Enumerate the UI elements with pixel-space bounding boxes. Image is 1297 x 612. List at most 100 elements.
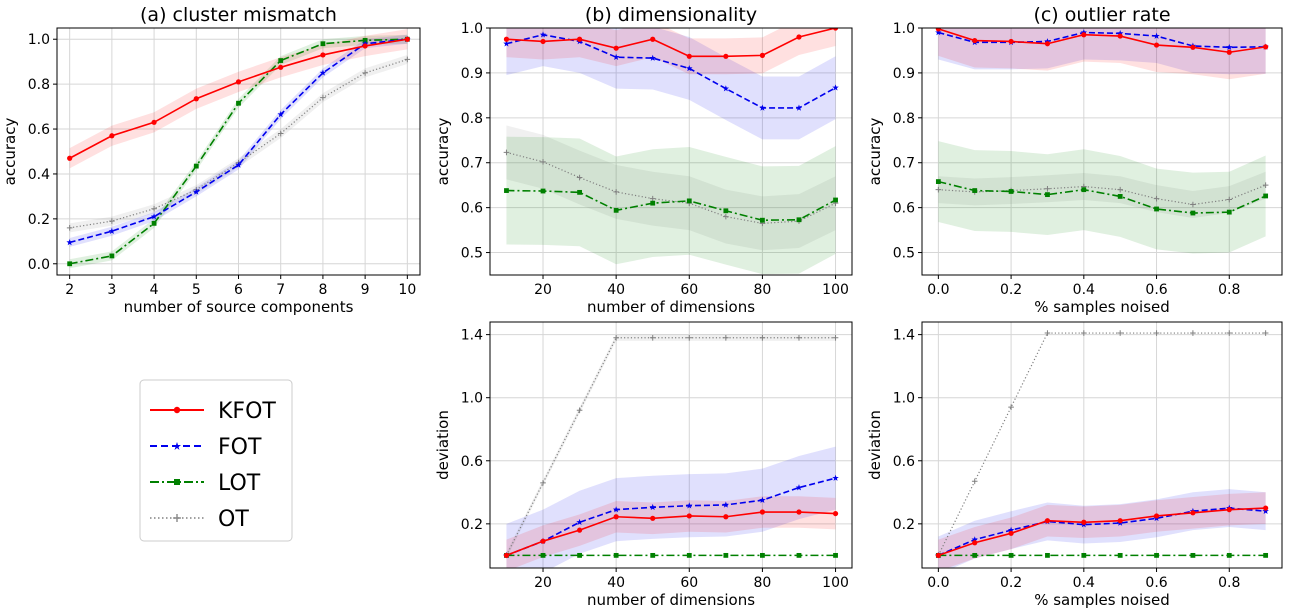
data-point-ot — [362, 70, 368, 76]
data-point-fot — [1153, 32, 1160, 39]
data-point-lot — [109, 253, 115, 259]
legend-label-kfot: KFOT — [218, 399, 276, 424]
data-point-lot — [650, 552, 656, 558]
data-point-kfot — [576, 36, 583, 42]
data-point-kfot — [320, 52, 326, 58]
data-point-kfot — [1008, 38, 1014, 45]
axes-frame — [489, 27, 853, 276]
data-point-fot — [612, 506, 620, 513]
x-tick-label: 10 — [398, 282, 416, 298]
data-point-kfot — [1081, 32, 1087, 38]
data-point-lot — [833, 552, 838, 558]
data-point-ot — [613, 189, 619, 195]
axes-frame — [921, 321, 1283, 569]
data-point-ot — [1008, 404, 1014, 410]
data-point-ot — [723, 213, 729, 220]
data-point-fot — [193, 188, 200, 195]
x-tick-label: 80 — [754, 282, 772, 298]
data-point-lot — [1045, 192, 1050, 198]
data-point-fot — [795, 484, 803, 491]
data-point-lot — [1045, 552, 1050, 558]
data-point-ot — [649, 195, 656, 202]
data-point-kfot — [576, 527, 583, 533]
data-point-lot — [1008, 552, 1014, 558]
x-tick-label: 20 — [534, 282, 552, 298]
data-point-ot — [540, 480, 546, 486]
data-point-ot — [1262, 182, 1269, 188]
data-point-fot — [649, 54, 656, 61]
data-point-ot — [1262, 330, 1269, 336]
x-tick-label: 8 — [318, 282, 327, 298]
x-tick-label: 40 — [607, 575, 625, 591]
data-point-kfot — [1226, 507, 1232, 513]
y-axis-label: deviation — [866, 410, 884, 480]
x-tick-label: 6 — [234, 282, 243, 298]
data-point-ot — [1153, 330, 1160, 336]
y-tick-label: 1.0 — [893, 391, 915, 407]
data-point-fot — [795, 104, 803, 111]
data-point-kfot — [796, 34, 802, 40]
data-point-kfot — [151, 119, 157, 125]
y-tick-label: 1.0 — [461, 391, 483, 407]
y-tick-label: 0.6 — [461, 454, 483, 470]
data-point-fot — [150, 213, 158, 220]
y-tick-label: 0.6 — [461, 201, 483, 217]
y-tick-label: 0.5 — [893, 246, 915, 262]
data-point-ot — [971, 478, 978, 485]
x-tick-label: 4 — [150, 282, 159, 298]
data-point-kfot — [1008, 530, 1014, 536]
data-point-fot — [1262, 507, 1269, 514]
x-tick-label: 5 — [192, 282, 201, 298]
data-point-ot — [1117, 186, 1123, 193]
y-axis-label: deviation — [434, 410, 452, 480]
legend-label-ot: OT — [218, 507, 249, 532]
series-line-ot — [505, 337, 836, 556]
legend-marker-lot — [174, 479, 180, 485]
data-point-lot — [1008, 189, 1014, 194]
data-point-fot — [759, 104, 766, 111]
data-point-ot — [503, 149, 510, 156]
data-point-lot — [1226, 552, 1232, 558]
data-point-lot — [1226, 209, 1232, 215]
y-axis-label: accuracy — [1, 118, 19, 186]
series-line-lot — [506, 189, 836, 222]
y-tick-label: 0.2 — [28, 212, 50, 228]
data-point-lot — [613, 207, 619, 213]
band-fot — [506, 28, 836, 140]
data-point-ot — [1044, 330, 1051, 336]
data-point-lot — [67, 261, 73, 267]
band-fot — [938, 489, 1266, 568]
data-point-ot — [1190, 330, 1196, 336]
plot-area — [935, 330, 1269, 568]
data-point-kfot — [759, 509, 766, 515]
series-line-kfot — [506, 28, 836, 58]
x-tick-label: 60 — [680, 282, 698, 298]
x-tick-label: 3 — [107, 282, 116, 298]
data-point-lot — [577, 552, 582, 558]
data-point-kfot — [109, 133, 115, 139]
data-point-ot — [1044, 185, 1051, 192]
data-point-ot — [1226, 196, 1233, 203]
x-axis-label: % samples noised — [1034, 298, 1170, 316]
data-point-kfot — [503, 36, 510, 42]
y-tick-label: 0.6 — [893, 201, 915, 217]
y-tick-label: 0.6 — [28, 122, 50, 138]
x-tick-label: 60 — [680, 575, 698, 591]
data-point-lot — [972, 552, 978, 558]
data-point-kfot — [686, 513, 692, 519]
data-point-ot — [796, 334, 802, 341]
data-point-ot — [723, 334, 729, 341]
data-point-kfot — [972, 540, 978, 546]
y-axis-label: accuracy — [866, 118, 884, 186]
legend-entry-kfot: KFOT — [150, 399, 276, 424]
legend-marker-fot — [173, 442, 181, 450]
x-tick-label: 0.0 — [927, 282, 949, 298]
x-tick-label: 100 — [822, 575, 849, 591]
data-point-lot — [236, 100, 241, 106]
data-point-ot — [759, 334, 766, 341]
data-point-lot — [833, 197, 838, 203]
x-tick-label: 20 — [534, 575, 552, 591]
data-point-kfot — [1044, 518, 1051, 524]
y-tick-label: 0.8 — [461, 111, 483, 127]
data-point-lot — [540, 552, 546, 558]
